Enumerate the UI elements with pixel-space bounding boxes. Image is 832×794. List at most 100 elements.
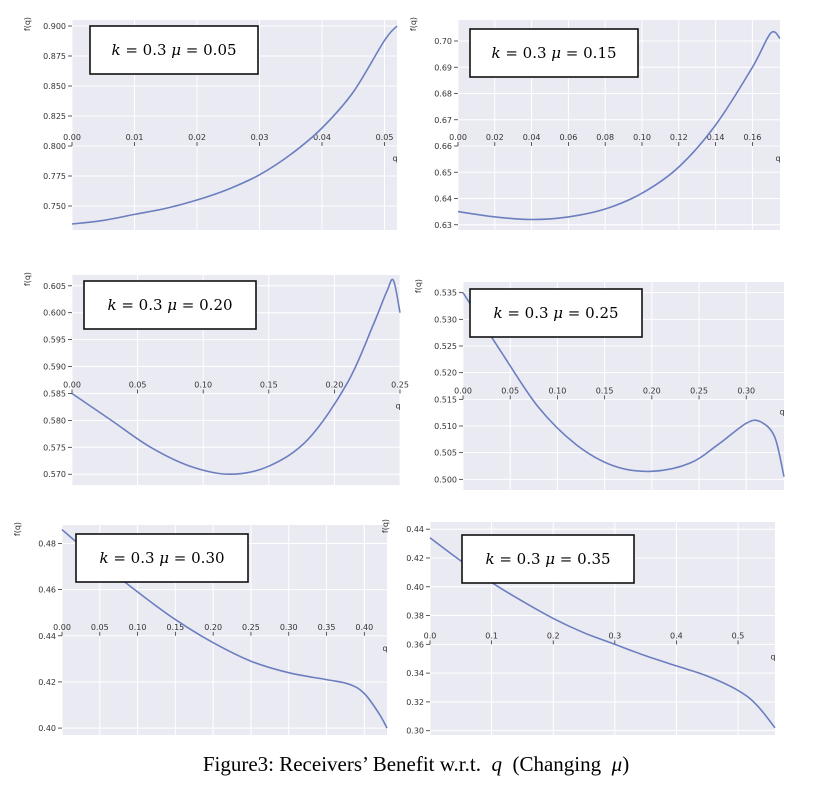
y-tick-label: 0.68 — [434, 90, 452, 99]
x-axis-label: q — [395, 401, 400, 410]
annotation-text: k = 0.3 μ = 0.25 — [493, 304, 618, 322]
caption-var-mu: μ — [611, 752, 623, 776]
caption-var-q: q — [491, 752, 502, 776]
y-tick-label: 0.32 — [406, 698, 424, 707]
y-axis-label: f(q) — [13, 522, 22, 536]
y-tick-label: 0.825 — [43, 112, 66, 121]
x-tick-label: 0.00 — [63, 380, 81, 389]
y-tick-label: 0.580 — [43, 416, 66, 425]
x-tick-label: 0.05 — [91, 623, 109, 632]
x-tick-label: 0.06 — [559, 133, 577, 142]
x-tick-label: 0.1 — [485, 631, 498, 640]
x-tick-label: 0.20 — [325, 380, 343, 389]
x-tick-label: 0.00 — [53, 623, 71, 632]
y-axis-label: f(q) — [23, 272, 32, 286]
subplot-4: 0.500 0.505 0.510 0.515 0.520 0.525 0.530 0.535… — [414, 279, 785, 490]
series-line — [71, 278, 401, 476]
y-tick-label: 0.34 — [406, 669, 424, 678]
y-tick-label: 0.605 — [43, 282, 66, 291]
annotation-text: k = 0.3 μ = 0.05 — [111, 41, 236, 59]
x-axis-label: q — [779, 407, 784, 416]
annotation-box — [469, 28, 639, 78]
x-tick-label: 0.10 — [129, 623, 147, 632]
y-tick-label: 0.66 — [434, 142, 452, 151]
x-tick-label: 0.15 — [260, 380, 278, 389]
x-tick-label: 0.05 — [376, 133, 394, 142]
x-tick-label: 0.04 — [313, 133, 331, 142]
x-tick-label: 0.10 — [549, 386, 567, 395]
x-tick-label: 0.00 — [449, 133, 467, 142]
x-tick-label: 0.02 — [188, 133, 206, 142]
annotation-box — [461, 534, 635, 584]
subplot-3: 0.570 0.575 0.580 0.585 0.590 0.595 0.600 0.605… — [23, 272, 409, 485]
y-tick-label: 0.875 — [43, 52, 66, 61]
x-tick-label: 0.02 — [486, 133, 504, 142]
x-axis-label: q — [775, 154, 780, 163]
subplot-2: 0.63 0.64 0.65 0.66 0.67 0.68 0.69 0.70 0.00 0.02… — [409, 17, 781, 230]
figure-caption: Figure3: Receivers’ Benefit w.r.t. q (Ch… — [0, 752, 832, 777]
series-line — [462, 292, 785, 477]
caption-middle: (Changing — [512, 752, 602, 776]
x-tick-label: 0.20 — [204, 623, 222, 632]
y-tick-label: 0.46 — [38, 586, 56, 595]
y-tick-label: 0.535 — [434, 289, 457, 298]
y-tick-label: 0.510 — [434, 422, 457, 431]
x-tick-label: 0.05 — [501, 386, 519, 395]
x-tick-label: 0.4 — [670, 631, 683, 640]
x-tick-label: 0.25 — [391, 380, 409, 389]
x-tick-label: 0.15 — [166, 623, 184, 632]
x-tick-label: 0.2 — [547, 631, 560, 640]
y-tick-label: 0.530 — [434, 315, 457, 324]
x-tick-label: 0.30 — [280, 623, 298, 632]
y-tick-label: 0.38 — [406, 612, 424, 621]
x-tick-label: 0.20 — [643, 386, 661, 395]
x-tick-label: 0.30 — [737, 386, 755, 395]
y-tick-label: 0.800 — [43, 142, 66, 151]
x-tick-label: 0.03 — [251, 133, 269, 142]
y-tick-label: 0.575 — [43, 443, 66, 452]
x-tick-label: 0.10 — [633, 133, 651, 142]
subplot-6: 0.30 0.32 0.34 0.36 0.38 0.40 0.42 0.44 0.0 0.1 0.… — [381, 519, 776, 736]
y-tick-label: 0.30 — [406, 727, 424, 736]
x-tick-label: 0.5 — [732, 631, 745, 640]
y-tick-label: 0.48 — [38, 539, 56, 548]
y-tick-label: 0.36 — [406, 640, 424, 649]
x-tick-label: 0.25 — [690, 386, 708, 395]
series-line — [457, 30, 781, 221]
y-tick-label: 0.505 — [434, 449, 457, 458]
x-axis-label: q — [392, 154, 397, 163]
x-tick-label: 0.15 — [596, 386, 614, 395]
annotation-text: k = 0.3 μ = 0.35 — [485, 550, 610, 568]
y-tick-label: 0.42 — [406, 554, 424, 563]
y-tick-label: 0.595 — [43, 336, 66, 345]
y-tick-label: 0.67 — [434, 116, 452, 125]
series-line — [71, 25, 398, 225]
annotation-text: k = 0.3 μ = 0.15 — [491, 44, 616, 62]
y-tick-label: 0.515 — [434, 395, 457, 404]
series-line — [61, 528, 388, 729]
x-tick-label: 0.40 — [355, 623, 373, 632]
y-axis-label: f(q) — [23, 17, 32, 31]
y-tick-label: 0.42 — [38, 678, 56, 687]
y-tick-label: 0.500 — [434, 475, 457, 484]
annotation-box — [75, 533, 249, 583]
annotation-box — [89, 25, 259, 75]
x-tick-label: 0.25 — [242, 623, 260, 632]
annotation-box — [83, 280, 257, 330]
y-tick-label: 0.44 — [406, 525, 424, 534]
x-tick-label: 0.3 — [608, 631, 621, 640]
x-tick-label: 0.16 — [743, 133, 761, 142]
y-tick-label: 0.44 — [38, 632, 56, 641]
y-tick-label: 0.850 — [43, 82, 66, 91]
x-tick-label: 0.0 — [424, 631, 437, 640]
annotation-box — [469, 288, 643, 338]
x-tick-label: 0.10 — [194, 380, 212, 389]
y-tick-label: 0.570 — [43, 470, 66, 479]
y-tick-label: 0.590 — [43, 363, 66, 372]
y-axis-label: f(q) — [414, 279, 423, 293]
caption-prefix: Figure3: Receivers’ Benefit w.r.t. — [202, 752, 481, 776]
y-tick-label: 0.585 — [43, 389, 66, 398]
x-tick-label: 0.14 — [707, 133, 725, 142]
caption-suffix: ) — [622, 752, 630, 776]
